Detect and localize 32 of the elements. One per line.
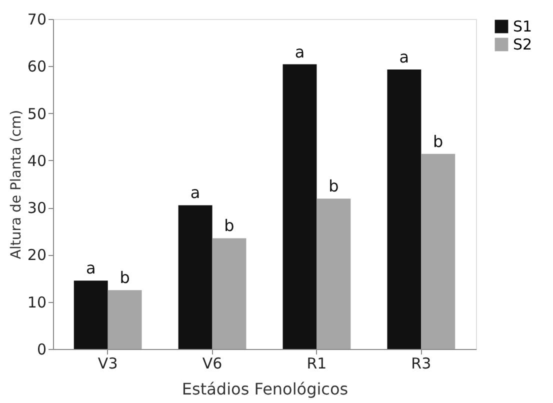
bar [212, 238, 246, 349]
data-label: a [190, 183, 200, 202]
legend-label: S1 [513, 18, 532, 36]
y-tick-label: 50 [27, 104, 46, 123]
x-tick-label: R3 [411, 354, 432, 372]
x-tick-label: V6 [202, 354, 222, 372]
x-tick-label: R1 [306, 354, 327, 372]
bar [74, 280, 108, 349]
bar [178, 205, 212, 349]
bar [421, 154, 456, 349]
x-axis-title: Estádios Fenológicos [182, 380, 348, 398]
data-label: b [224, 216, 234, 236]
data-label: b [120, 268, 130, 288]
data-label: a [86, 258, 96, 278]
bar [108, 290, 142, 349]
y-tick-label: 70 [27, 10, 46, 28]
bar [387, 69, 422, 349]
y-tick-label: 60 [27, 58, 46, 76]
data-label: b [328, 176, 339, 196]
y-tick-label: 20 [27, 246, 46, 264]
legend-label: S2 [513, 36, 532, 54]
data-label: a [399, 47, 410, 66]
data-label: a [294, 42, 305, 62]
y-tick-label: 40 [27, 152, 46, 170]
bar [316, 198, 351, 349]
y-tick-label: 10 [27, 293, 46, 312]
x-tick-label: V3 [98, 354, 118, 372]
y-axis-title: Altura de Planta (cm) [8, 110, 24, 260]
data-label: b [433, 132, 444, 151]
bar [282, 64, 317, 349]
y-tick-label: 0 [36, 340, 46, 358]
y-tick-label: 30 [27, 199, 46, 218]
